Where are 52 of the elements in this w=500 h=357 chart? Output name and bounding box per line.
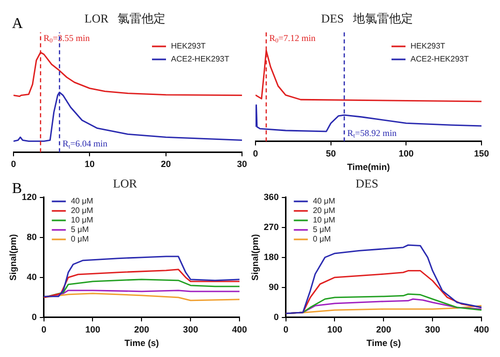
legend-label: HEK293T: [410, 42, 446, 51]
legend-label: 0 μM: [312, 234, 332, 244]
chart-title: LOR 氯雷他定: [84, 11, 166, 26]
x-tick-label: 10: [84, 159, 95, 170]
x-tick-label: 200: [376, 324, 392, 334]
x-tick-label: 0: [283, 324, 288, 334]
chart-title: LOR: [113, 176, 137, 190]
x-axis-title: Time (s): [366, 338, 401, 348]
x-tick-label: 150: [474, 148, 490, 158]
y-tick-label: 0: [32, 312, 37, 322]
text: A: [12, 16, 23, 33]
x-tick-label: 400: [474, 324, 490, 334]
x-tick-label: 50: [326, 148, 336, 158]
y-tick-label: 0: [274, 312, 279, 322]
x-axis-title: Time (s): [124, 338, 159, 348]
legend-label: 0 μM: [70, 234, 90, 244]
x-tick-label: 100: [85, 324, 100, 334]
y-tick-label: 40: [26, 272, 37, 282]
y-axis-title: Signal(pm): [8, 234, 18, 281]
x-tick-label: 200: [134, 324, 150, 334]
legend-label: 40 μM: [312, 196, 336, 206]
x-tick-label: 0: [41, 324, 46, 334]
legend-label: 10 μM: [312, 216, 336, 225]
legend-label: 5 μM: [312, 225, 332, 234]
legend-label: 10 μM: [70, 216, 94, 225]
x-tick-label: 30: [236, 159, 247, 170]
x-tick-label: 100: [327, 324, 342, 334]
y-tick-label: 360: [264, 192, 279, 202]
x-tick-label: 0: [10, 159, 16, 170]
y-tick-label: 80: [26, 232, 37, 242]
legend-label: ACE2-HEK293T: [410, 54, 469, 64]
x-tick-label: 100: [398, 148, 414, 158]
y-tick-label: 90: [268, 282, 279, 292]
legend-label: 40 μM: [70, 196, 94, 206]
y-tick-label: 180: [264, 252, 279, 262]
x-tick-label: 20: [160, 159, 171, 170]
text: B: [12, 181, 22, 197]
x-axis-title: Time(min): [347, 162, 390, 172]
legend-label: ACE2-HEK293T: [170, 54, 230, 64]
x-tick-label: 0: [252, 148, 258, 158]
x-tick-label: 300: [425, 324, 440, 334]
x-tick-label: 400: [232, 324, 248, 334]
legend-label: 20 μM: [70, 206, 94, 216]
legend-label: HEK293T: [170, 42, 206, 51]
y-axis-title: Signal(pm): [250, 234, 260, 281]
x-tick-label: 300: [183, 324, 198, 334]
chart-title: DES 地氯雷他定: [321, 11, 413, 26]
legend-label: 20 μM: [312, 206, 336, 216]
chart-title: DES: [356, 176, 378, 190]
y-tick-label: 120: [22, 192, 37, 202]
legend-label: 5 μM: [70, 225, 90, 234]
y-tick-label: 270: [264, 222, 279, 232]
